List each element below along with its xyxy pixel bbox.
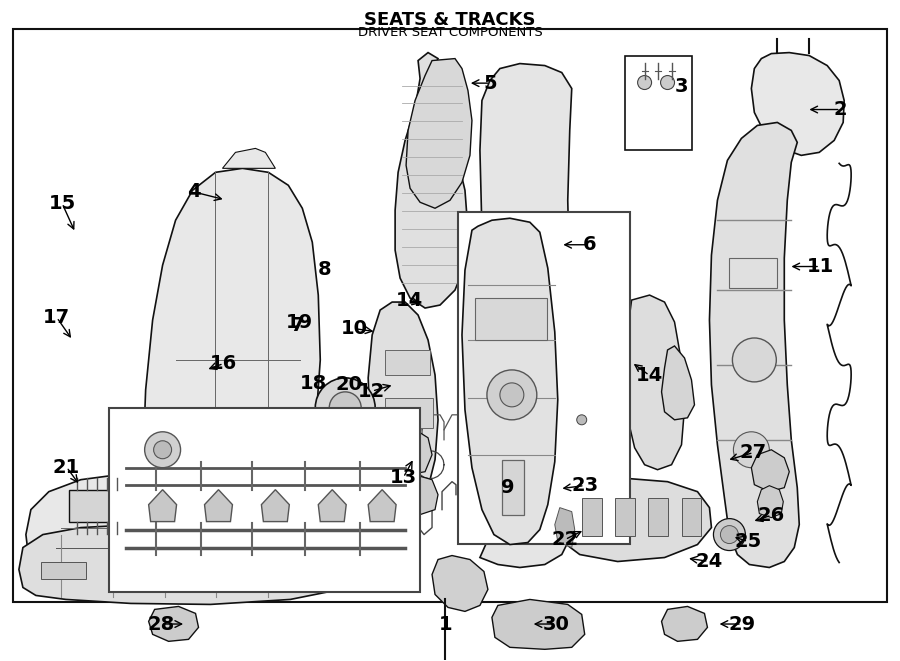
Text: 1: 1 (438, 615, 453, 633)
Text: 8: 8 (318, 260, 331, 279)
Circle shape (145, 432, 181, 468)
Polygon shape (148, 490, 176, 522)
Bar (40, 561, 86, 580)
Text: 24: 24 (695, 552, 723, 571)
Text: 3: 3 (675, 77, 688, 96)
Circle shape (720, 525, 738, 543)
Polygon shape (662, 606, 707, 641)
Polygon shape (758, 486, 783, 518)
Polygon shape (432, 555, 488, 611)
Text: 16: 16 (210, 354, 238, 373)
Bar (681, 498, 701, 535)
Circle shape (487, 370, 536, 420)
Text: 29: 29 (728, 615, 755, 633)
Polygon shape (554, 508, 575, 547)
Bar (385, 350, 430, 375)
Polygon shape (462, 218, 558, 545)
Polygon shape (752, 53, 844, 155)
Bar (109, 408, 420, 592)
Circle shape (714, 519, 745, 551)
Bar (458, 212, 630, 543)
Text: 2: 2 (834, 100, 848, 119)
Text: 5: 5 (483, 73, 497, 93)
Polygon shape (568, 400, 605, 440)
Circle shape (577, 415, 587, 425)
Text: 6: 6 (582, 235, 596, 254)
Polygon shape (495, 449, 560, 500)
Text: 13: 13 (390, 468, 417, 487)
Polygon shape (148, 606, 199, 641)
Circle shape (315, 378, 375, 438)
Text: 30: 30 (543, 615, 570, 633)
Circle shape (661, 75, 674, 89)
Text: 20: 20 (336, 375, 363, 394)
Text: 28: 28 (148, 615, 175, 633)
Polygon shape (552, 478, 711, 561)
Bar (729, 258, 778, 288)
Polygon shape (204, 490, 232, 522)
Polygon shape (368, 302, 438, 510)
Text: 9: 9 (500, 478, 514, 497)
Polygon shape (625, 295, 685, 470)
Text: 11: 11 (806, 257, 833, 276)
Circle shape (500, 383, 524, 407)
Polygon shape (222, 148, 275, 169)
Polygon shape (19, 522, 350, 604)
Text: 18: 18 (300, 373, 327, 393)
Polygon shape (261, 490, 289, 522)
Text: 27: 27 (740, 443, 767, 462)
Text: 14: 14 (396, 292, 423, 310)
Circle shape (329, 392, 361, 424)
Text: 14: 14 (635, 366, 663, 385)
Circle shape (637, 75, 652, 89)
Text: 21: 21 (53, 457, 80, 477)
Text: 4: 4 (187, 182, 201, 202)
Polygon shape (26, 470, 346, 578)
Bar (581, 498, 602, 535)
Text: 26: 26 (758, 506, 785, 525)
Polygon shape (402, 476, 438, 515)
Text: 7: 7 (291, 316, 304, 334)
Polygon shape (480, 63, 580, 568)
Bar (625, 56, 692, 151)
Circle shape (734, 432, 770, 468)
Polygon shape (406, 59, 472, 208)
Polygon shape (752, 449, 789, 492)
Text: SEATS & TRACKS: SEATS & TRACKS (364, 11, 536, 28)
Polygon shape (395, 53, 468, 308)
Bar (648, 498, 668, 535)
Circle shape (154, 441, 172, 459)
Text: 22: 22 (552, 530, 579, 549)
Bar (385, 398, 433, 428)
Polygon shape (142, 169, 320, 551)
Polygon shape (368, 490, 396, 522)
Text: 15: 15 (49, 194, 76, 213)
Polygon shape (709, 122, 799, 568)
Polygon shape (148, 483, 319, 525)
Polygon shape (319, 490, 346, 522)
Bar (615, 498, 634, 535)
Text: 17: 17 (43, 308, 70, 327)
Bar (502, 460, 524, 515)
Bar (68, 490, 121, 522)
Text: 23: 23 (572, 476, 598, 495)
Text: 12: 12 (358, 381, 385, 401)
Text: 19: 19 (285, 313, 312, 332)
Polygon shape (385, 428, 432, 475)
Text: DRIVER SEAT COMPONENTS: DRIVER SEAT COMPONENTS (357, 26, 543, 38)
Text: 25: 25 (734, 532, 761, 551)
Bar (475, 298, 547, 340)
Polygon shape (492, 600, 585, 649)
Circle shape (733, 338, 777, 382)
Polygon shape (662, 346, 695, 420)
Bar (13, 28, 887, 602)
Text: 10: 10 (340, 319, 367, 338)
